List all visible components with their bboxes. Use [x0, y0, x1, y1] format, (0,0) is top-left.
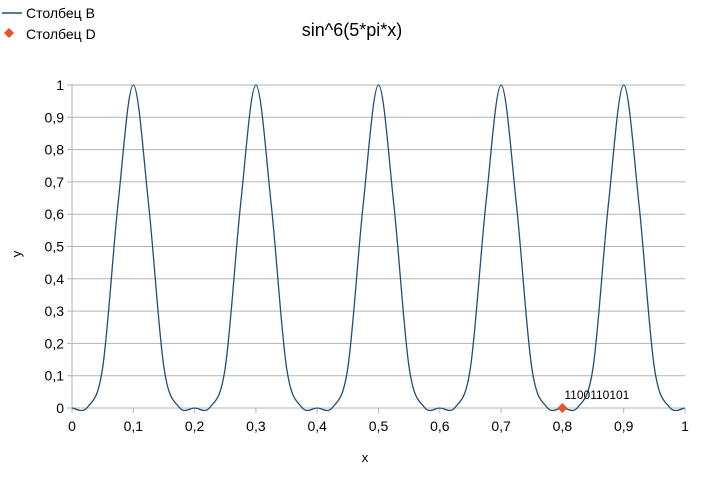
y-tick-labels: 0 0,1 0,2 0,3 0,4 0,5 0,6 0,7 0,8 0,9 1 — [45, 77, 72, 416]
x-tick-label: 0,9 — [614, 418, 634, 434]
y-tick-label: 1 — [56, 77, 64, 93]
chart-title: sin^6(5*pi*x) — [302, 20, 403, 40]
x-tick-label: 0,8 — [553, 418, 573, 434]
x-tick-labels: 0 0,1 0,2 0,3 0,4 0,5 0,6 0,7 0,8 0,9 1 — [68, 408, 689, 434]
x-tick-label: 0,4 — [307, 418, 327, 434]
y-tick-label: 0,1 — [45, 368, 65, 384]
series-d-point-label: 1100110101 — [564, 388, 629, 402]
y-tick-label: 0,5 — [45, 239, 65, 255]
x-tick-label: 0,7 — [491, 418, 511, 434]
x-tick-label: 0 — [68, 418, 76, 434]
y-tick-label: 0,3 — [45, 303, 65, 319]
x-tick-label: 0,5 — [369, 418, 389, 434]
x-tick-label: 1 — [681, 418, 689, 434]
y-tick-label: 0 — [56, 400, 64, 416]
legend-label-series-d: Столбец D — [26, 26, 96, 42]
x-tick-label: 0,3 — [246, 418, 266, 434]
series: 1100110101 — [71, 84, 686, 413]
gridlines — [72, 84, 685, 377]
series-b-line — [71, 84, 686, 412]
y-tick-label: 0,4 — [45, 271, 65, 287]
legend-label-series-b: Столбец B — [26, 5, 95, 21]
x-tick-label: 0,6 — [430, 418, 450, 434]
legend-diamond-swatch — [4, 28, 14, 38]
y-tick-label: 0,6 — [45, 206, 65, 222]
x-axis-label: x — [362, 450, 369, 465]
y-tick-label: 0,7 — [45, 174, 65, 190]
x-tick-label: 0,2 — [185, 418, 205, 434]
series-d-point — [557, 403, 568, 413]
y-axis-label: y — [9, 250, 24, 257]
x-tick-label: 0,1 — [124, 418, 144, 434]
y-tick-label: 0,9 — [45, 109, 65, 125]
y-tick-label: 0,8 — [45, 142, 65, 158]
y-tick-label: 0,2 — [45, 335, 65, 351]
legend: Столбец B Столбец D — [2, 5, 96, 42]
